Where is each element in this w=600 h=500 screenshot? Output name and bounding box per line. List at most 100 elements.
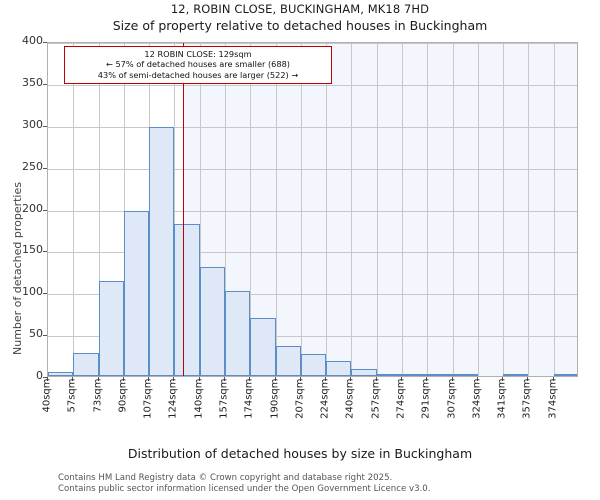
x-tick-label-40sqm: 40sqm: [41, 378, 53, 413]
bar-307sqm: [453, 374, 478, 376]
x-tick-mark-157sqm: [224, 377, 225, 381]
x-tick-label-324sqm: 324sqm: [471, 378, 483, 419]
x-tick-label-257sqm: 257sqm: [370, 378, 382, 419]
footer-line1: Contains HM Land Registry data © Crown c…: [58, 473, 393, 483]
gridline-x-10: [301, 43, 302, 376]
gridline-y-150: [48, 252, 577, 254]
bar-174sqm: [250, 318, 276, 376]
x-tick-label-357sqm: 357sqm: [521, 378, 533, 419]
x-tick-label-224sqm: 224sqm: [319, 378, 331, 419]
x-tick-mark-124sqm: [173, 377, 175, 381]
bar-257sqm: [377, 373, 402, 376]
y-tick-label-100: 100: [22, 285, 43, 299]
x-tick-label-291sqm: 291sqm: [420, 378, 432, 419]
chart-title-line2: Size of property relative to detached ho…: [112, 18, 488, 33]
bar-341sqm: [503, 374, 528, 376]
gridline-y-100: [48, 294, 577, 296]
x-tick-label-73sqm: 73sqm: [92, 378, 104, 413]
bar-224sqm: [326, 360, 351, 376]
y-tick-label-0: 0: [36, 369, 43, 382]
bar-157sqm: [225, 291, 250, 376]
gridline-x-5: [174, 43, 175, 376]
y-tick-label-400: 400: [22, 34, 43, 47]
bar-207sqm: [301, 354, 326, 376]
x-tick-mark-357sqm: [527, 377, 529, 381]
gridline-x-9: [276, 43, 277, 376]
x-tick-label-174sqm: 174sqm: [243, 378, 255, 419]
x-tick-label-240sqm: 240sqm: [344, 378, 356, 419]
gridline-y-50: [48, 336, 577, 338]
x-tick-mark-190sqm: [274, 377, 276, 381]
x-tick-mark-341sqm: [502, 377, 504, 381]
y-tick-label-350: 350: [22, 75, 43, 89]
gridline-x-20: [554, 43, 555, 376]
gridline-x-7: [225, 43, 226, 376]
y-tick-label-300: 300: [22, 117, 43, 131]
bar-124sqm: [174, 223, 200, 376]
bar-291sqm: [427, 373, 453, 376]
annotation-line3: 43% of semi-detached houses are larger (…: [97, 69, 299, 80]
x-tick-label-157sqm: 157sqm: [218, 378, 230, 419]
annotation-line1: 12 ROBIN CLOSE: 129sqm: [144, 49, 252, 59]
bar-73sqm: [99, 280, 124, 376]
x-tick-mark-57sqm: [72, 377, 74, 381]
y-tick-mark-50: [43, 335, 47, 337]
bar-90sqm: [124, 211, 149, 376]
x-tick-label-124sqm: 124sqm: [167, 378, 179, 419]
annotation-box: 12 ROBIN CLOSE: 129sqm ← 57% of detached…: [64, 46, 332, 84]
x-tick-mark-140sqm: [198, 377, 200, 381]
gridline-x-13: [377, 43, 378, 376]
y-tick-mark-0: [43, 377, 47, 378]
gridline-x-18: [503, 43, 504, 376]
property-marker-line: [182, 43, 185, 376]
y-tick-label-200: 200: [22, 201, 43, 215]
x-tick-mark-207sqm: [299, 377, 301, 381]
gridline-x-15: [427, 43, 428, 376]
y-tick-label-50: 50: [29, 327, 43, 341]
y-axis-ticks: 0 50 100 150 200 250 300 350 400: [0, 0, 47, 500]
gridline-y-250: [48, 168, 577, 170]
x-tick-mark-73sqm: [97, 377, 99, 381]
y-tick-mark-250: [43, 167, 47, 169]
gridline-x-16: [453, 43, 454, 376]
footer-line2: Contains public sector information licen…: [58, 484, 431, 494]
annotation-line2: ← 57% of detached houses are smaller (68…: [106, 59, 290, 70]
y-tick-mark-350: [43, 83, 47, 85]
x-tick-mark-107sqm: [148, 377, 150, 381]
x-tick-mark-174sqm: [249, 377, 251, 381]
gridline-x-19: [528, 43, 529, 376]
gridline-x-6: [200, 43, 201, 376]
bar-190sqm: [276, 345, 301, 376]
x-tick-mark-307sqm: [451, 377, 453, 381]
x-tick-mark-240sqm: [350, 377, 352, 381]
y-tick-mark-100: [43, 293, 47, 295]
x-tick-mark-224sqm: [325, 377, 327, 381]
y-tick-mark-300: [43, 125, 47, 127]
gridline-y-350: [48, 84, 577, 86]
gridline-y-300: [48, 126, 577, 128]
x-tick-label-374sqm: 374sqm: [547, 378, 559, 419]
x-axis-title: Distribution of detached houses by size …: [127, 446, 473, 461]
bar-107sqm: [149, 127, 174, 376]
bar-274sqm: [402, 374, 427, 376]
x-tick-label-341sqm: 341sqm: [496, 378, 508, 419]
y-tick-mark-200: [43, 209, 47, 211]
x-tick-label-107sqm: 107sqm: [142, 378, 154, 419]
x-tick-label-57sqm: 57sqm: [66, 378, 78, 413]
bar-40sqm: [48, 371, 73, 376]
y-tick-label-250: 250: [22, 159, 43, 173]
x-tick-mark-257sqm: [375, 377, 377, 381]
x-tick-mark-90sqm: [122, 377, 124, 381]
x-tick-mark-40sqm: [47, 377, 48, 381]
bar-240sqm: [351, 369, 377, 376]
plot-area: [47, 42, 578, 377]
gridline-y-400: [48, 43, 577, 44]
x-tick-label-190sqm: 190sqm: [269, 378, 281, 419]
x-tick-mark-324sqm: [476, 377, 478, 381]
gridline-x-2: [99, 43, 100, 376]
bar-140sqm: [200, 267, 225, 376]
gridline-x-12: [351, 43, 352, 376]
gridline-x-17: [478, 43, 479, 376]
gridline-x-3: [124, 43, 125, 376]
